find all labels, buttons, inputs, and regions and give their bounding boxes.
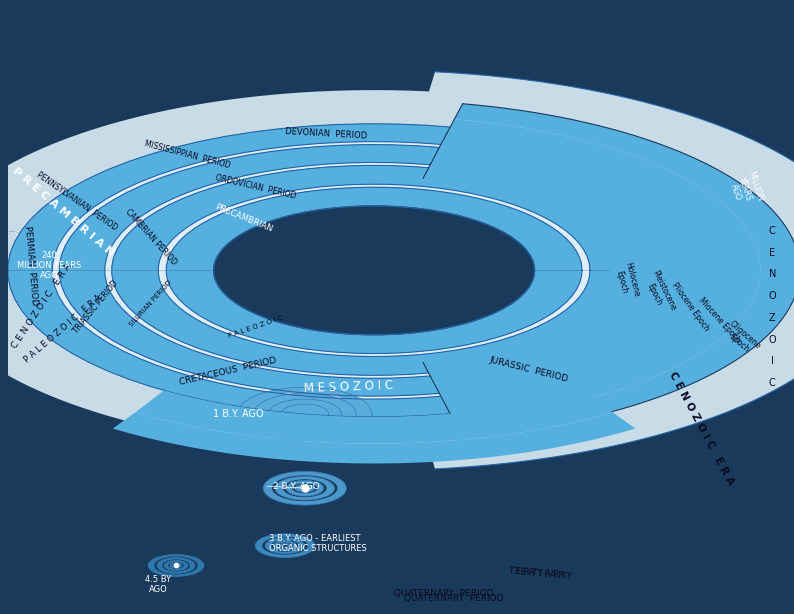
Text: O: O [769,335,776,344]
Polygon shape [8,124,741,270]
Polygon shape [423,164,646,377]
Text: O: O [769,291,776,301]
Text: TRIASSIC PERIOD: TRIASSIC PERIOD [72,278,121,335]
Polygon shape [279,543,291,548]
Polygon shape [166,187,582,270]
Text: Pliocene Epoch: Pliocene Epoch [669,281,711,333]
Ellipse shape [214,206,534,335]
Text: CRETACEOUS  PERIOD: CRETACEOUS PERIOD [179,356,277,387]
Text: PRECAMBRIAN: PRECAMBRIAN [214,202,274,233]
Polygon shape [438,134,723,407]
Text: E: E [769,247,775,257]
Polygon shape [8,270,741,417]
Text: MISSISSIPPIAN  PERIOD: MISSISSIPPIAN PERIOD [143,139,231,170]
Text: ORDOVICIAN  PERIOD: ORDOVICIAN PERIOD [214,173,296,201]
Text: T E R T I A R Y: T E R T I A R Y [513,567,572,581]
Polygon shape [158,270,590,357]
Text: P R E C A M B R I A N: P R E C A M B R I A N [10,166,115,258]
Polygon shape [59,270,689,396]
Polygon shape [148,554,204,577]
Polygon shape [253,393,357,435]
Text: 2 B.Y. AGO: 2 B.Y. AGO [273,482,320,491]
Polygon shape [52,142,696,270]
Text: C E N O Z O I C   E R A: C E N O Z O I C E R A [10,262,74,350]
Polygon shape [426,72,794,469]
Text: C: C [769,378,776,388]
Polygon shape [281,404,329,424]
Text: N: N [769,270,776,279]
Text: C E N O Z O I C   E R A: C E N O Z O I C E R A [667,370,735,487]
Polygon shape [214,206,534,335]
Text: MILLION
YEARS
AGO: MILLION YEARS AGO [727,169,765,209]
Text: Oligocene
Epoch: Oligocene Epoch [721,319,763,359]
Polygon shape [263,472,346,505]
Text: C: C [769,226,776,236]
Polygon shape [268,399,341,429]
Text: 240
MILLION YEARS
AGO: 240 MILLION YEARS AGO [17,251,81,281]
Polygon shape [170,563,182,568]
Polygon shape [105,163,643,270]
Polygon shape [0,155,794,451]
Text: CAMBRIAN PERIOD: CAMBRIAN PERIOD [123,208,178,267]
Polygon shape [158,184,590,270]
Text: 1 B.Y. AGO: 1 B.Y. AGO [213,409,264,419]
Polygon shape [273,541,297,551]
Text: JURASSIC  PERIOD: JURASSIC PERIOD [488,356,569,384]
Polygon shape [446,119,761,421]
Polygon shape [255,534,314,558]
Polygon shape [286,480,324,496]
Text: Miocene Epoch: Miocene Epoch [696,297,742,345]
Text: Z: Z [769,313,776,323]
Text: M E S O Z O I C: M E S O Z O I C [304,379,394,395]
Polygon shape [164,561,188,570]
Polygon shape [157,558,195,573]
Text: 3 B.Y. AGO - EARLIEST
ORGANIC STRUCTURES: 3 B.Y. AGO - EARLIEST ORGANIC STRUCTURES [269,534,367,553]
Polygon shape [275,476,334,500]
Polygon shape [0,90,794,386]
Text: Holocene
Epoch: Holocene Epoch [613,262,641,301]
Polygon shape [430,149,683,392]
Text: I: I [771,357,773,367]
Polygon shape [237,387,372,441]
Polygon shape [136,391,613,444]
Polygon shape [295,484,314,492]
Polygon shape [113,413,635,464]
Text: QUATERNARY  PERIOD: QUATERNARY PERIOD [394,589,493,598]
Text: P A L E O Z O I C   E R A: P A L E O Z O I C E R A [22,293,103,364]
Text: SILURIAN PERIOD: SILURIAN PERIOD [129,279,173,327]
Text: P A L E O Z O I C: P A L E O Z O I C [227,315,284,340]
Polygon shape [112,270,637,375]
Text: Pleistocene
Epoch: Pleistocene Epoch [641,269,678,316]
Text: PERMIAN  PERIOD: PERMIAN PERIOD [23,225,39,306]
Polygon shape [265,538,305,554]
Polygon shape [105,270,643,378]
Text: QUATERNARY  PERIOD: QUATERNARY PERIOD [404,594,503,603]
Polygon shape [166,270,582,354]
Text: PENNSYLVANIAN  PERIOD: PENNSYLVANIAN PERIOD [34,171,118,233]
Polygon shape [454,104,794,437]
Polygon shape [112,165,637,270]
Text: T E R T I A R Y: T E R T I A R Y [508,566,567,580]
Polygon shape [59,144,689,270]
Polygon shape [52,270,696,399]
Text: 4.5 BY
AGO: 4.5 BY AGO [145,575,172,594]
Text: DEVONIAN  PERIOD: DEVONIAN PERIOD [285,127,368,141]
